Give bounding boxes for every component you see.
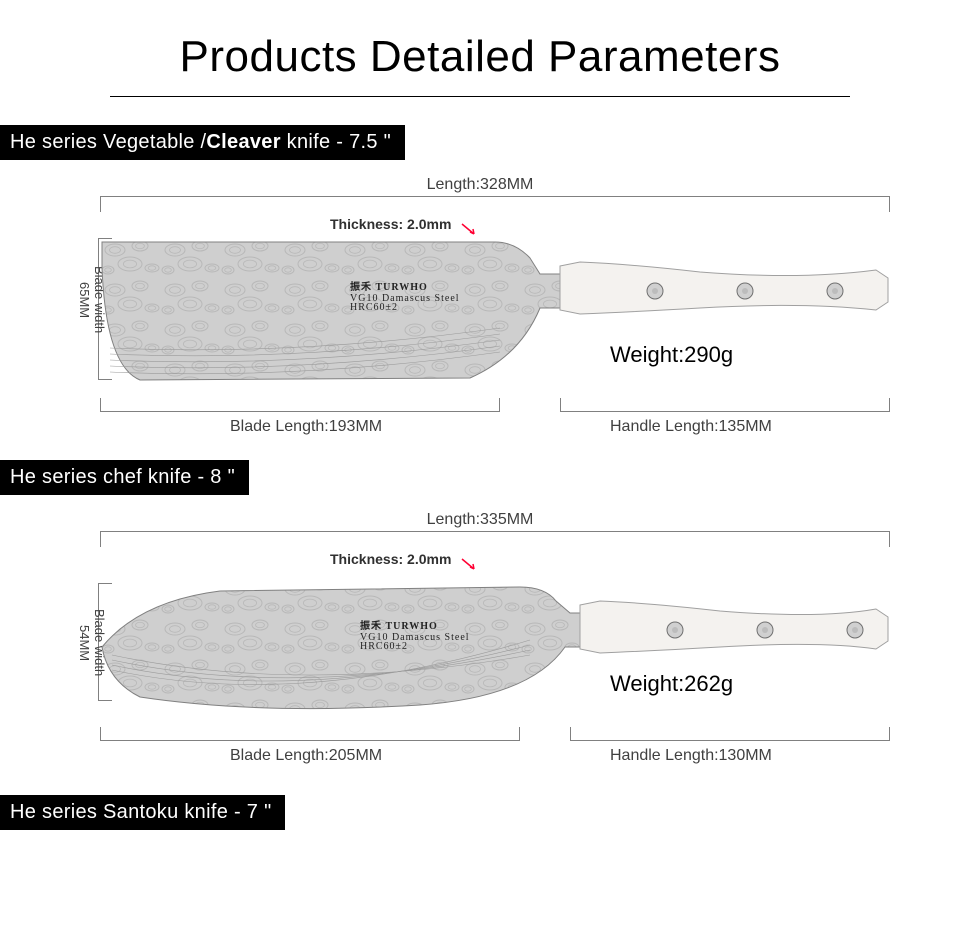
svg-text:振禾 TURWHO: 振禾 TURWHO — [350, 280, 428, 293]
total-length-bracket — [100, 196, 890, 212]
total-length-label: Length:335MM — [427, 511, 534, 529]
section-bar-cleaver: He series Vegetable /Cleaver knife - 7.5… — [0, 125, 405, 160]
weight-label: Weight:290g — [610, 342, 733, 368]
section-bar-santoku: He series Santoku knife - 7 " — [0, 795, 285, 830]
thickness-arrow-icon — [460, 222, 478, 236]
handle-length-bracket — [560, 398, 890, 412]
svg-text:HRC60±2: HRC60±2 — [350, 302, 398, 313]
weight-label: Weight:262g — [610, 671, 733, 697]
page-title: Products Detailed Parameters — [0, 0, 960, 96]
svg-text:HRC60±2: HRC60±2 — [360, 641, 408, 652]
thickness-label: Thickness: 2.0mm — [330, 216, 451, 232]
total-length-bracket — [100, 531, 890, 547]
handle-length-bracket — [570, 727, 890, 741]
blade-length-bracket — [100, 727, 520, 741]
title-rule — [110, 96, 850, 97]
diagram-chef: Length:335MM Thickness: 2.0mm Blade widt… — [0, 501, 960, 791]
section-bar-chef: He series chef knife - 8 " — [0, 460, 249, 495]
knife-illustration-cleaver: 振禾 TURWHOVG10 Damascus SteelHRC60±2 — [100, 238, 890, 403]
diagram-cleaver: Length:328MM Thickness: 2.0mm Blade widt… — [0, 166, 960, 456]
knife-illustration-chef: 振禾 TURWHOVG10 Damascus SteelHRC60±2 — [100, 577, 890, 732]
svg-text:振禾 TURWHO: 振禾 TURWHO — [360, 619, 438, 632]
total-length-label: Length:328MM — [427, 176, 534, 194]
thickness-arrow-icon — [460, 557, 478, 571]
handle-length-label: Handle Length:130MM — [610, 747, 772, 765]
handle-length-label: Handle Length:135MM — [610, 418, 772, 436]
blade-length-label: Blade Length:205MM — [230, 747, 382, 765]
thickness-label: Thickness: 2.0mm — [330, 551, 451, 567]
blade-length-bracket — [100, 398, 500, 412]
blade-length-label: Blade Length:193MM — [230, 418, 382, 436]
